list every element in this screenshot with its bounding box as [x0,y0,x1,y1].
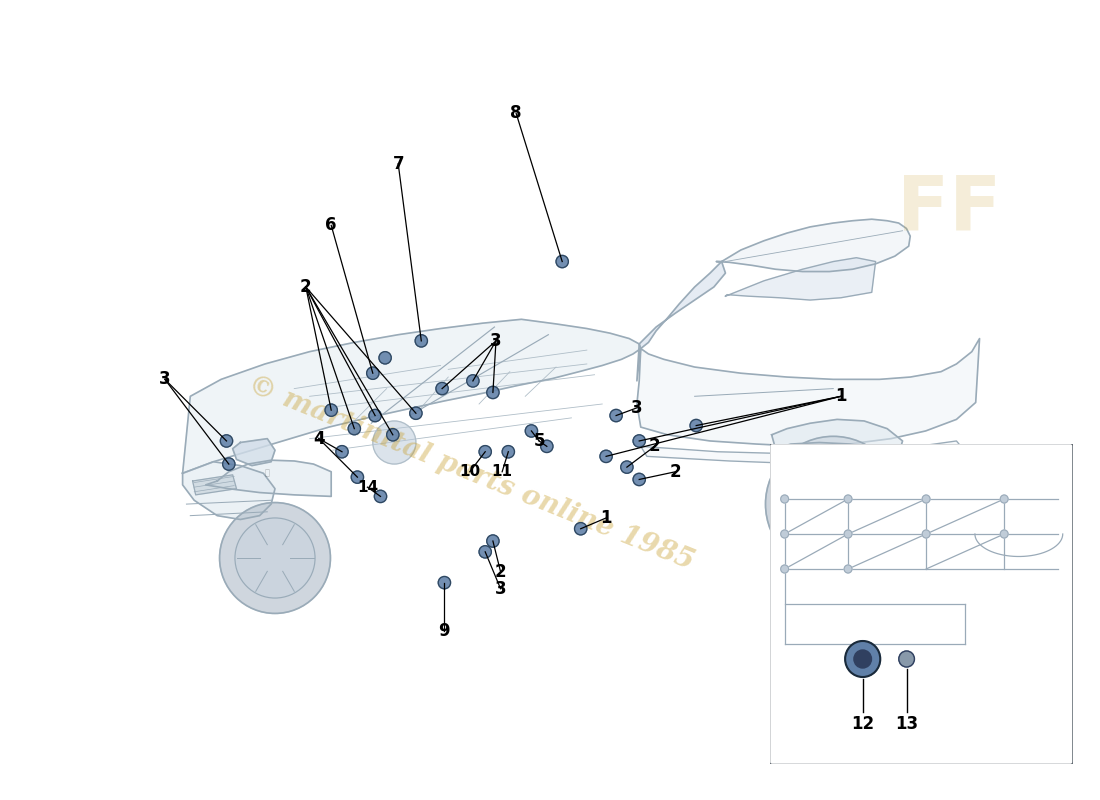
Circle shape [781,530,789,538]
Circle shape [634,474,646,486]
Circle shape [526,425,538,437]
Circle shape [436,382,449,394]
Text: 1: 1 [835,387,847,406]
Circle shape [922,530,930,538]
Text: 3: 3 [495,580,506,598]
Polygon shape [183,462,275,519]
Circle shape [378,352,392,364]
Circle shape [235,518,315,598]
Text: 2: 2 [495,563,506,581]
Circle shape [609,410,623,422]
Polygon shape [637,338,980,446]
Circle shape [409,407,422,419]
Text: 6: 6 [326,216,337,234]
Polygon shape [192,475,236,495]
Text: 9: 9 [439,622,450,640]
Text: 3: 3 [631,399,642,417]
Circle shape [784,455,882,554]
Text: 12: 12 [851,715,874,733]
Text: 4: 4 [314,430,324,448]
Circle shape [351,471,363,483]
Circle shape [922,495,930,503]
Circle shape [1000,495,1008,503]
Circle shape [844,495,852,503]
Circle shape [844,530,852,538]
Circle shape [845,641,880,677]
Circle shape [480,546,492,558]
Text: 13: 13 [895,715,918,733]
Text: 2: 2 [300,278,311,296]
Circle shape [690,419,703,432]
Circle shape [466,374,480,387]
Polygon shape [206,460,331,496]
Circle shape [574,522,587,535]
Text: 1: 1 [601,509,612,527]
Circle shape [480,446,492,458]
Polygon shape [772,419,902,454]
Text: 11: 11 [492,464,513,479]
Text: FF: FF [896,173,1001,247]
Circle shape [387,429,399,441]
Circle shape [366,367,378,379]
Text: 2: 2 [670,462,681,481]
Circle shape [486,386,499,398]
Text: 10: 10 [459,464,481,479]
Polygon shape [233,438,275,466]
Text: 7: 7 [393,154,404,173]
Circle shape [502,446,515,458]
Text: 14: 14 [356,480,378,494]
Text: 3: 3 [491,332,502,350]
Circle shape [374,490,387,502]
Text: 🐎: 🐎 [265,469,269,478]
Circle shape [899,651,914,667]
Circle shape [854,650,871,668]
Text: 2: 2 [649,438,660,455]
Circle shape [541,440,553,453]
Text: 3: 3 [160,370,170,388]
Circle shape [844,565,852,573]
Polygon shape [639,262,726,349]
Polygon shape [716,219,911,271]
Circle shape [620,461,634,474]
FancyBboxPatch shape [769,443,1074,765]
Text: 8: 8 [510,104,521,122]
Text: © martinital parts online 1985: © martinital parts online 1985 [244,371,698,575]
Polygon shape [183,319,640,474]
Circle shape [336,446,349,458]
Circle shape [781,565,789,573]
Circle shape [368,410,382,422]
Circle shape [326,404,338,416]
Polygon shape [726,258,876,300]
Circle shape [1000,530,1008,538]
Circle shape [222,458,235,470]
Circle shape [220,502,330,614]
Circle shape [634,434,646,447]
Text: 5: 5 [534,432,544,450]
Circle shape [220,434,233,447]
Polygon shape [640,441,964,464]
Circle shape [781,495,789,503]
Circle shape [557,255,569,268]
Circle shape [486,535,499,547]
Circle shape [438,577,451,589]
Circle shape [373,421,416,464]
Circle shape [415,334,428,347]
Circle shape [600,450,613,462]
Circle shape [766,436,901,572]
Circle shape [348,422,361,435]
